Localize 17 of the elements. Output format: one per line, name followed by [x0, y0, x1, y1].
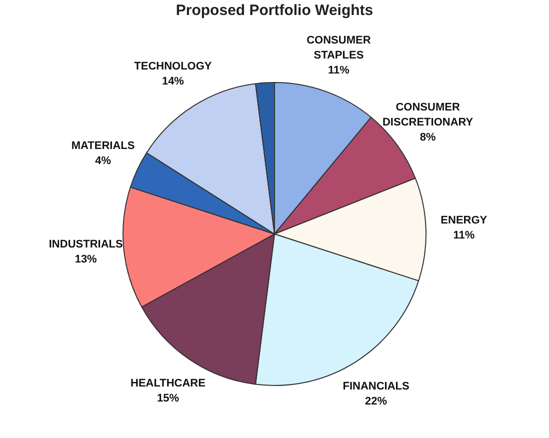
data-label: 11%: [328, 64, 350, 77]
slice-label: FINANCIALS: [342, 380, 410, 393]
slice-label: TECHNOLOGY: [134, 60, 212, 73]
slice-label: HEALTHCARE: [130, 377, 206, 390]
slice-label: CONSUMER DISCRETIONARY: [382, 102, 474, 129]
data-label: 4%: [95, 154, 112, 167]
slice-label: ENERGY: [440, 214, 488, 227]
chart-title: Proposed Portfolio Weights: [176, 2, 374, 20]
data-label: 14%: [162, 76, 184, 88]
slice-label: MATERIALS: [71, 140, 135, 152]
data-label: 22%: [365, 396, 388, 408]
data-label: 8%: [420, 132, 436, 144]
data-label: 13%: [74, 253, 98, 266]
slice-label: CONSUMER STAPLES: [306, 34, 371, 62]
slice-label: INDUSTRIALS: [48, 238, 123, 250]
data-label: 15%: [156, 392, 180, 404]
data-label: 11%: [453, 230, 475, 242]
